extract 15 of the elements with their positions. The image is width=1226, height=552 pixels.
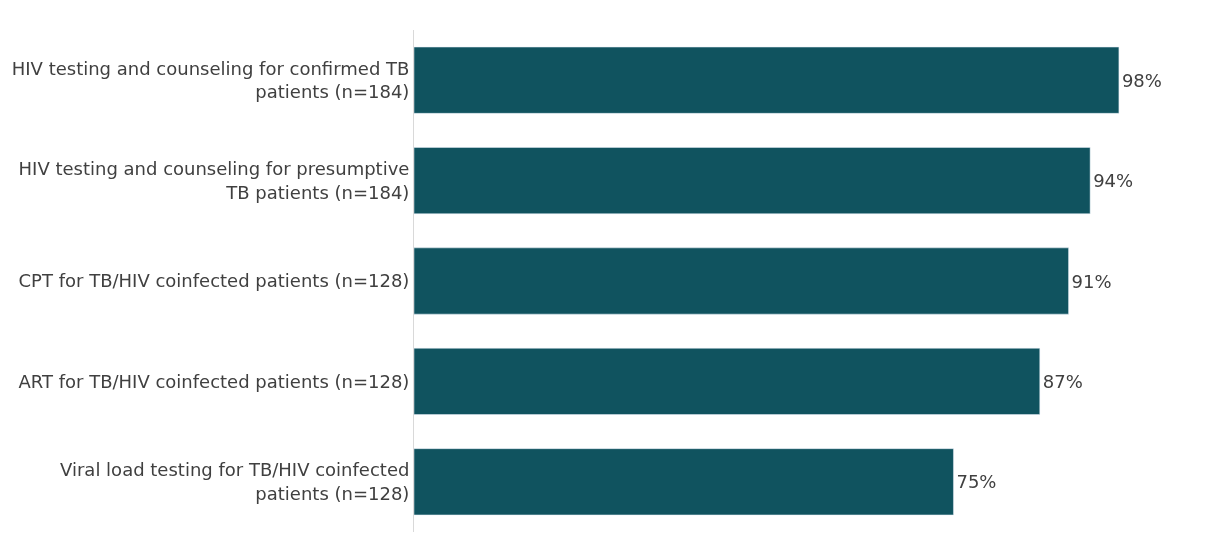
bar [414, 46, 1120, 114]
y-tick-label: CPT for TB/HIV coinfected patients (n=128) [18, 270, 410, 292]
data-label: 91% [1071, 270, 1112, 292]
bar [414, 448, 954, 516]
bar [414, 247, 1069, 315]
data-label: 75% [956, 471, 997, 493]
y-tick-label: HIV testing and counseling for presumptive TB patients (n=184) [18, 158, 410, 203]
data-label: 98% [1121, 69, 1162, 91]
bar [414, 147, 1091, 214]
data-label: 94% [1093, 170, 1134, 192]
bar [414, 348, 1041, 415]
y-tick-label: ART for TB/HIV coinfected patients (n=128) [18, 370, 410, 392]
data-label: 87% [1042, 370, 1083, 392]
y-tick-label: Viral load testing for TB/HIV coinfected patients (n=128) [60, 459, 410, 504]
y-tick-label: HIV testing and counseling for confirmed TB patients (n=184) [11, 57, 410, 103]
